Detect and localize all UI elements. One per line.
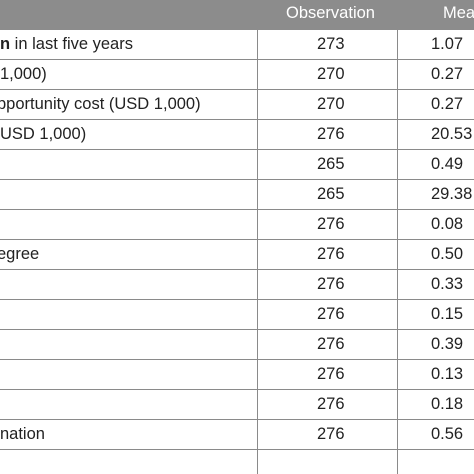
cell-observation: 276 (317, 335, 345, 353)
column-divider (397, 30, 398, 474)
cell-observation: 265 (317, 185, 345, 203)
table-row: n in last five years 273 1.07 (0, 30, 474, 60)
cell-observation: 273 (317, 35, 345, 53)
table-row: 276 0.13 (0, 360, 474, 390)
cell-observation: 276 (317, 245, 345, 263)
table-row: 265 29.38 (0, 180, 474, 210)
table-row: 265 0.49 (0, 150, 474, 180)
cell-observation: 270 (317, 65, 345, 83)
cell-variable: 1,000) (0, 65, 47, 84)
cell-variable-text: in last five years (10, 35, 133, 53)
cell-mean: 1.07 (431, 35, 464, 53)
cell-mean: 0.39 (431, 335, 464, 353)
cell-mean: 0.50 (431, 245, 464, 263)
table-row: 276 0.15 (0, 300, 474, 330)
cell-variable: USD 1,000) (0, 125, 86, 144)
table-row: 276 0.33 (0, 270, 474, 300)
table-header: Observation Mea (0, 0, 474, 30)
cell-mean: 0.08 (431, 215, 464, 233)
cell-variable: n in last five years (0, 35, 133, 54)
table-row: 1,000) 270 0.27 (0, 60, 474, 90)
cell-observation: 270 (317, 95, 345, 113)
cell-variable-text: egree (0, 245, 40, 263)
cell-mean: 0.13 (431, 365, 464, 383)
table-row: egree 276 0.50 (0, 240, 474, 270)
cell-variable-text: nation (0, 425, 45, 443)
table-row: nation 276 0.56 (0, 420, 474, 450)
cell-observation: 276 (317, 125, 345, 143)
cell-variable-text: USD 1,000) (0, 125, 87, 143)
table-row: 276 0.39 (0, 330, 474, 360)
table-row: pportunity cost (USD 1,000) 270 0.27 (0, 90, 474, 120)
cell-variable-text: 1,000) (0, 65, 47, 83)
cell-variable: nation (0, 425, 45, 444)
cell-mean: 0.56 (431, 425, 464, 443)
cell-variable: pportunity cost (USD 1,000) (0, 95, 201, 114)
table-row: 276 0.08 (0, 210, 474, 240)
cell-mean: 0.27 (431, 65, 464, 83)
cell-mean: 0.27 (431, 95, 464, 113)
cell-variable-text: pportunity cost (USD 1,000) (0, 95, 201, 113)
table-row: USD 1,000) 276 20.53 (0, 120, 474, 150)
cell-mean: 20.53 (431, 125, 473, 143)
cell-observation: 276 (317, 275, 345, 293)
cell-observation: 276 (317, 305, 345, 323)
cell-variable-bold: n (0, 35, 11, 53)
header-mean: Mea (443, 4, 474, 22)
cell-mean: 0.15 (431, 305, 464, 323)
cell-variable: egree (0, 245, 39, 264)
cell-mean: 0.18 (431, 395, 464, 413)
cell-mean: 29.38 (431, 185, 473, 203)
cell-observation: 276 (317, 395, 345, 413)
cell-observation: 276 (317, 425, 345, 443)
cell-observation: 276 (317, 215, 345, 233)
cell-observation: 276 (317, 365, 345, 383)
cell-mean: 0.49 (431, 155, 464, 173)
table-row: 276 0.18 (0, 390, 474, 420)
cell-observation: 265 (317, 155, 345, 173)
cell-mean: 0.33 (431, 275, 464, 293)
header-observation: Observation (286, 4, 375, 22)
column-divider (257, 30, 258, 474)
